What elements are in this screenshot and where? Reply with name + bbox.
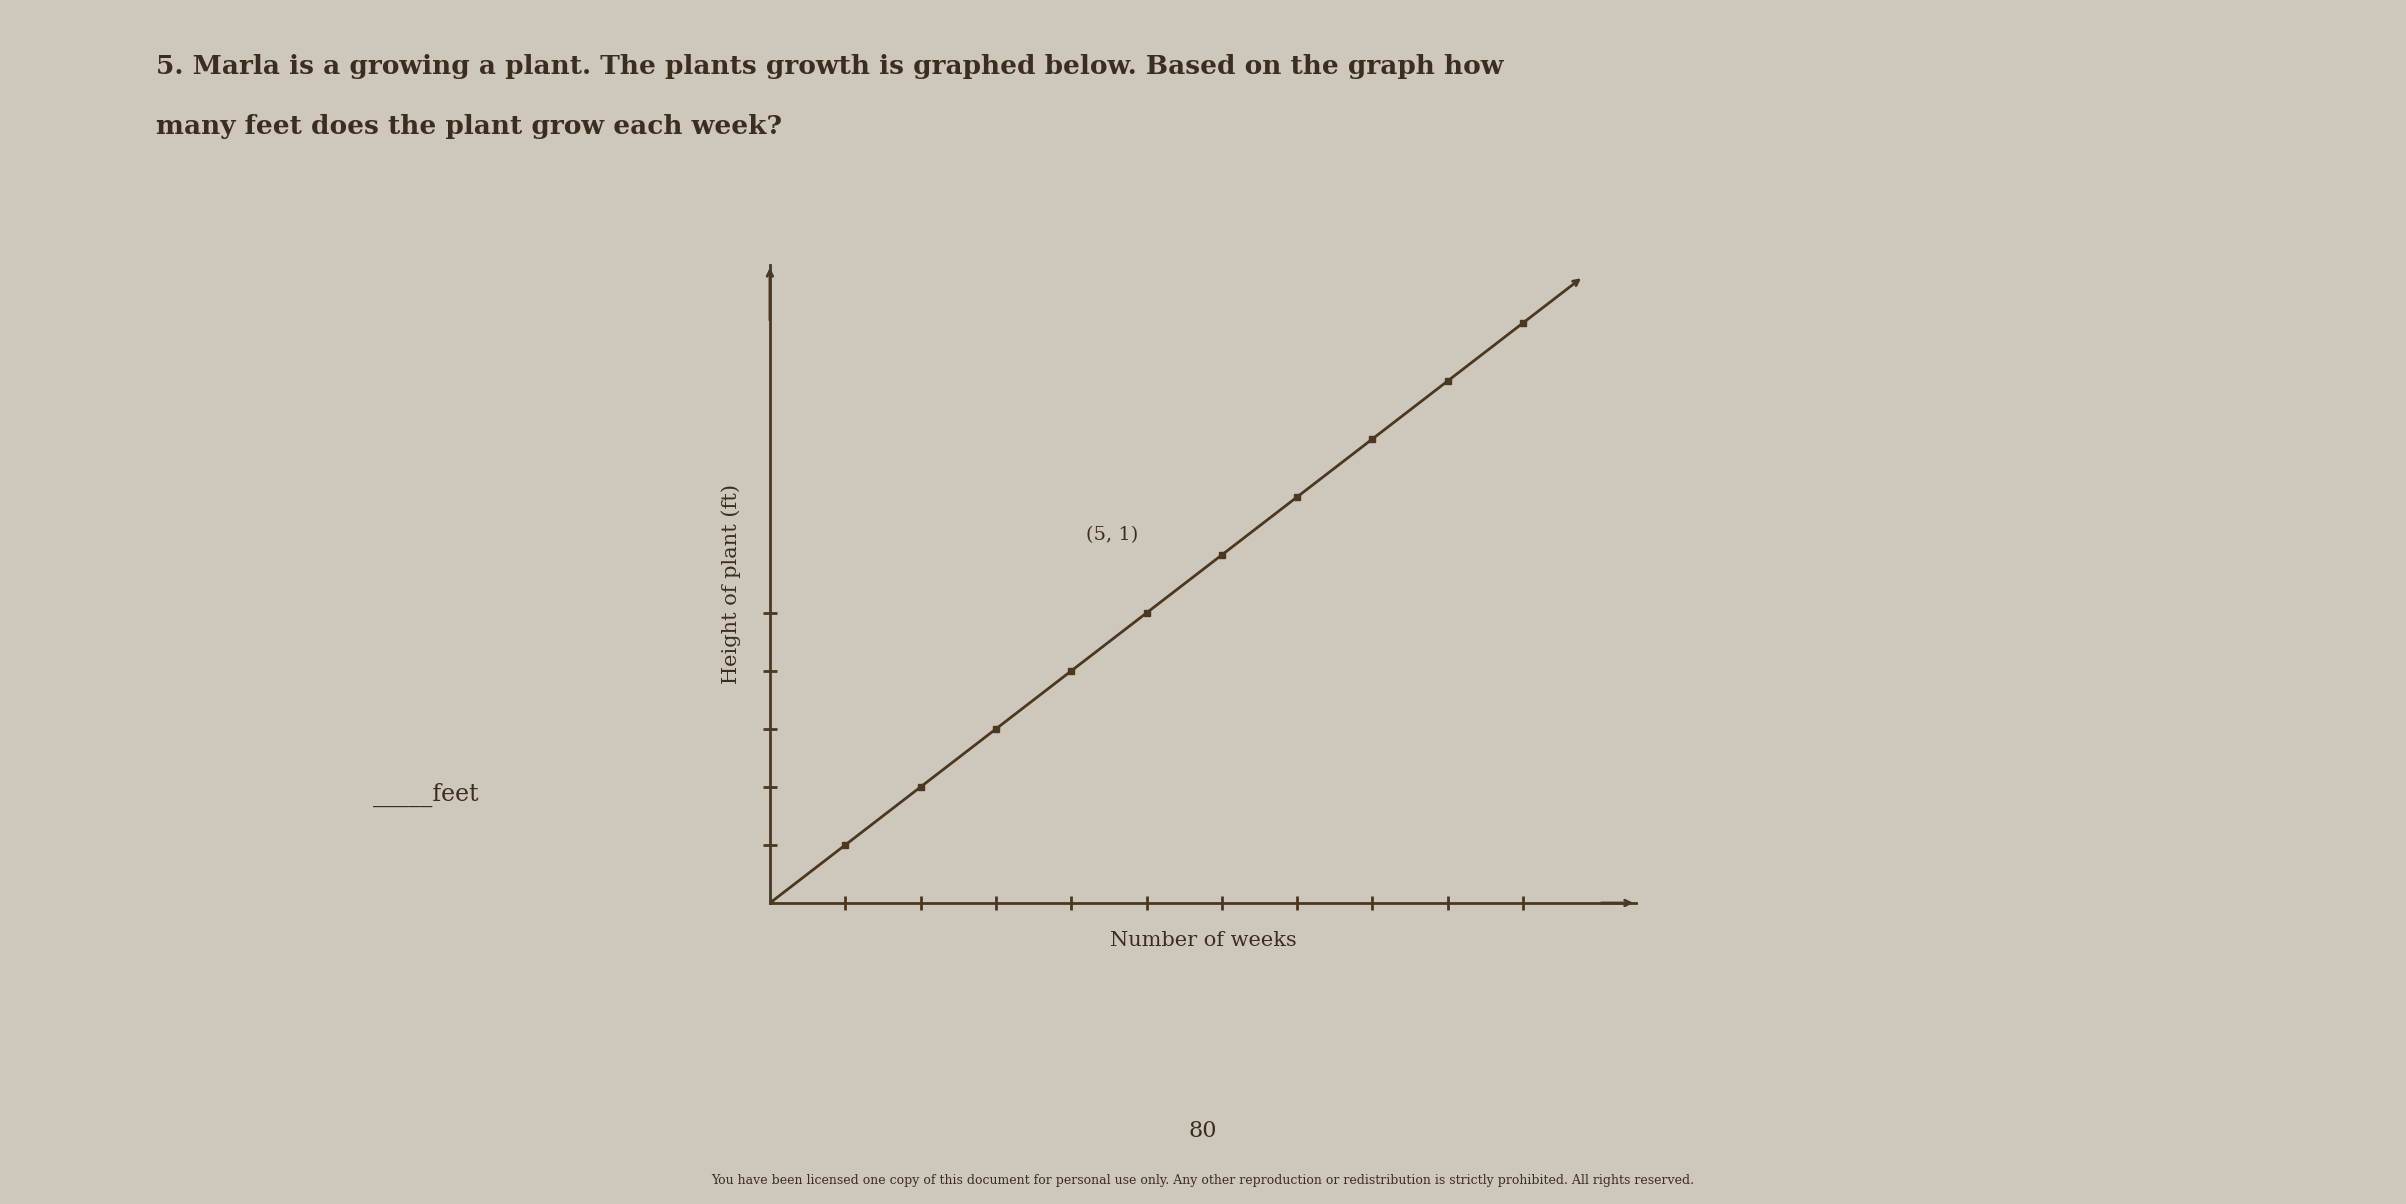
X-axis label: Number of weeks: Number of weeks — [1109, 932, 1297, 950]
Text: _____feet: _____feet — [373, 783, 479, 807]
Text: 80: 80 — [1189, 1120, 1217, 1141]
Text: 5. Marla is a growing a plant. The plants growth is graphed below. Based on the : 5. Marla is a growing a plant. The plant… — [156, 54, 1504, 79]
Y-axis label: Height of plant (ft): Height of plant (ft) — [722, 484, 741, 684]
Text: You have been licensed one copy of this document for personal use only. Any othe: You have been licensed one copy of this … — [712, 1174, 1694, 1187]
Text: many feet does the plant grow each week?: many feet does the plant grow each week? — [156, 114, 782, 140]
Text: (5, 1): (5, 1) — [1085, 526, 1138, 544]
